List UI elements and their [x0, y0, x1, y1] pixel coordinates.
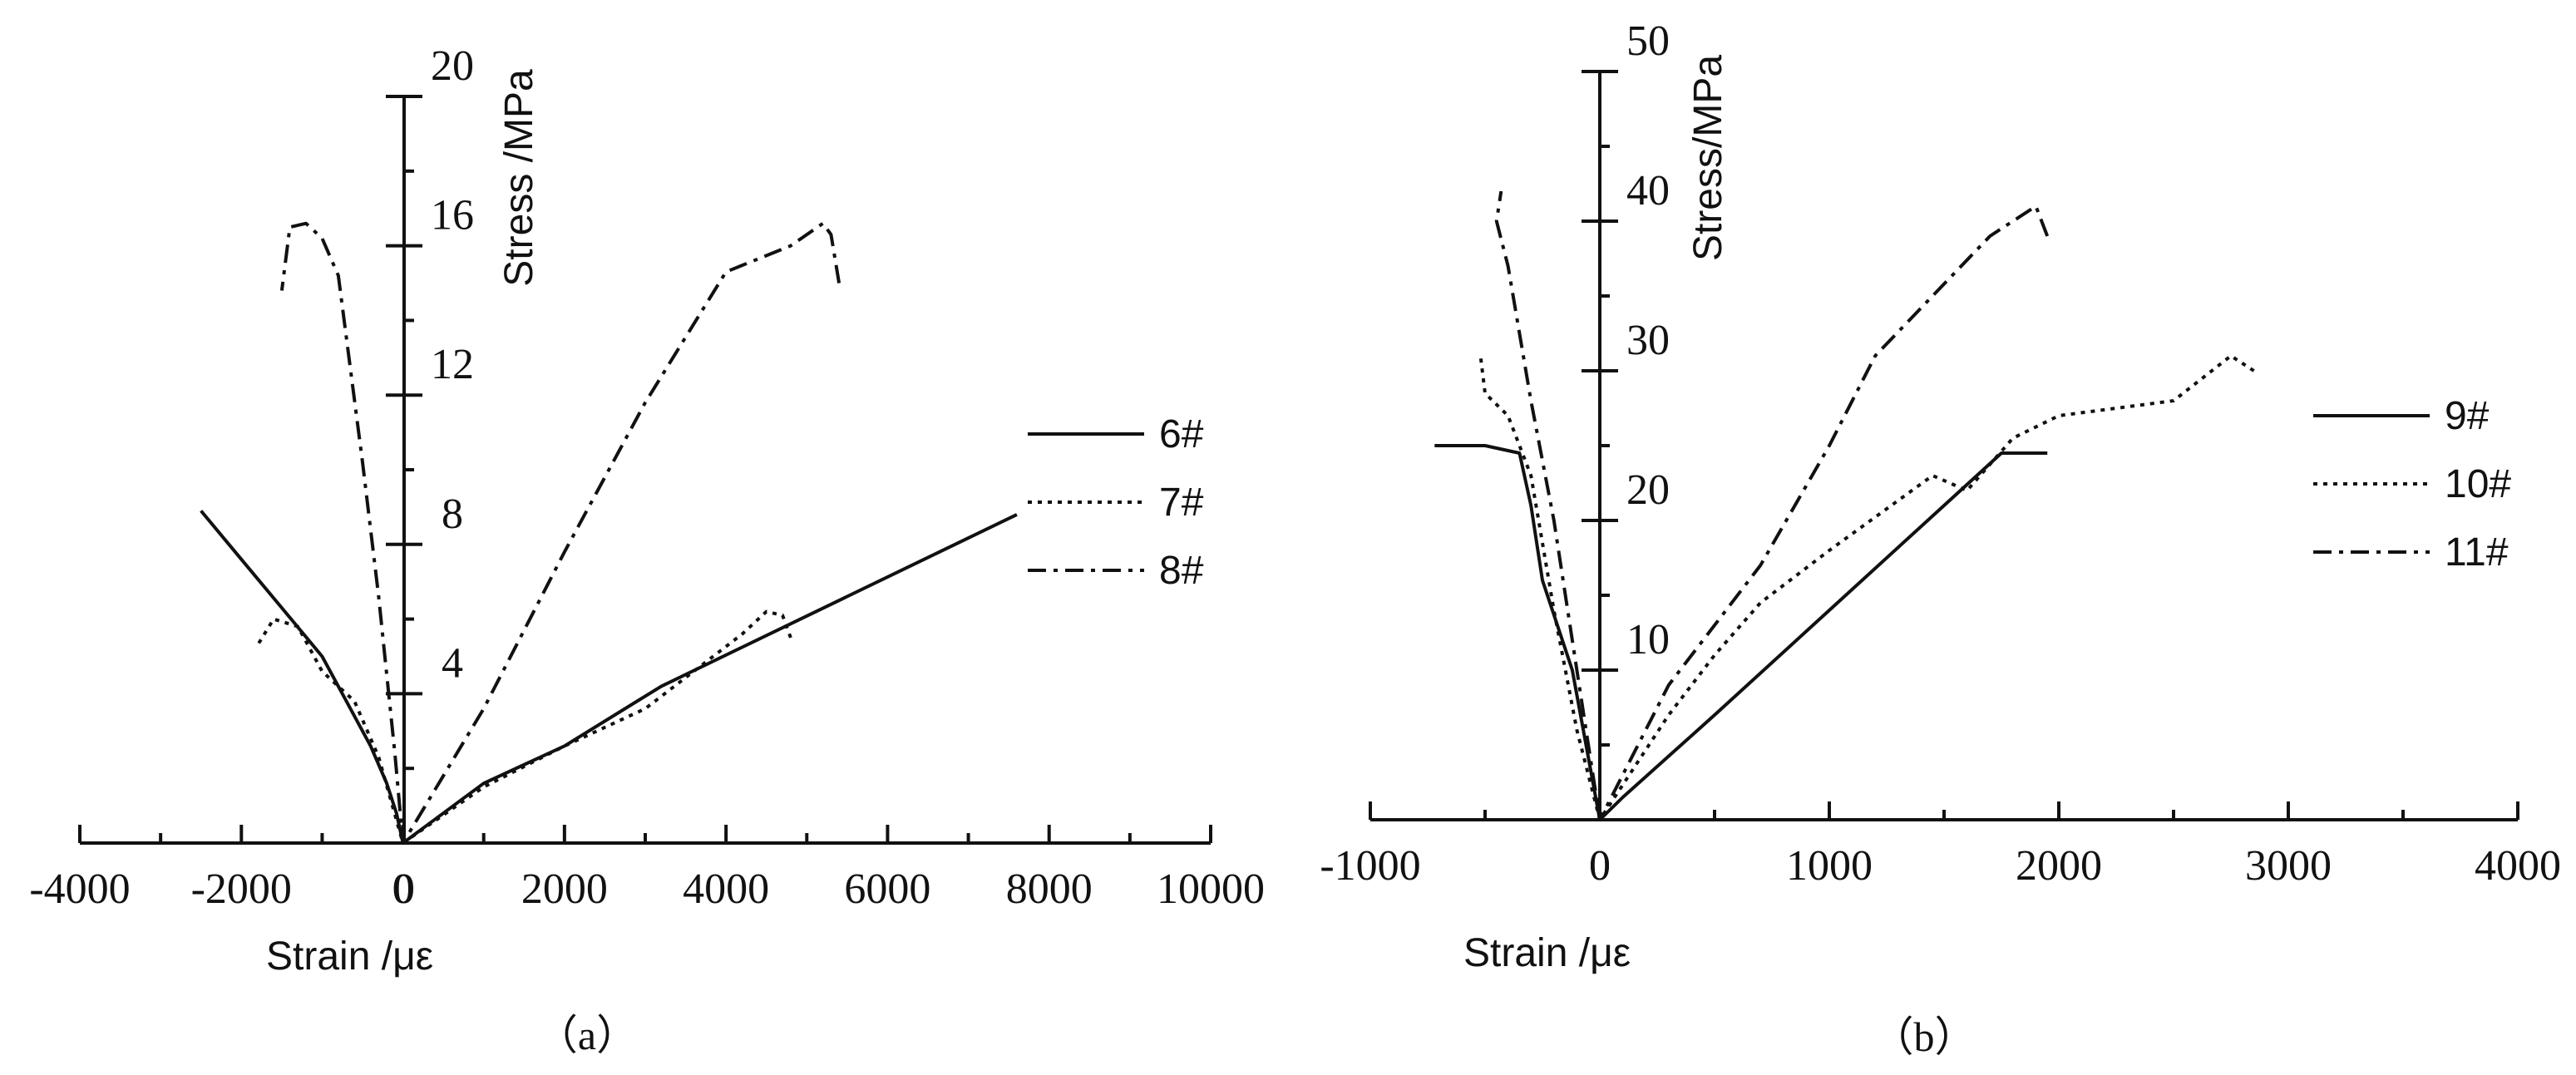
- origin-tick-label: 0: [393, 865, 415, 913]
- chart-panel-a: -4000 -2000 0 2000 4000 6000 8000 10000 4 8 12 16 20…: [29, 42, 1265, 1058]
- y-tick-label: 10: [1626, 616, 1670, 663]
- legend-label: 11#: [2445, 530, 2509, 574]
- series-line-11: [1494, 190, 2050, 821]
- x-tick-label: -4000: [29, 865, 130, 913]
- x-tick-label: -2000: [191, 865, 292, 913]
- x-tick-label: 10000: [1157, 865, 1265, 913]
- legend-label: 6#: [1159, 412, 1204, 456]
- panel-caption: （a）: [536, 1012, 638, 1058]
- x-tick-label: 4000: [2475, 842, 2561, 890]
- y-tick-label: 4: [442, 639, 463, 687]
- x-tick-label: 8000: [1006, 865, 1093, 913]
- legend-label: 7#: [1159, 481, 1204, 525]
- series-line-9: [1434, 444, 2048, 821]
- series-line-8: [279, 221, 841, 845]
- y-axis-label: Stress/MPa: [1686, 55, 1730, 261]
- series-line-6: [200, 510, 1018, 845]
- legend-label: 8#: [1159, 549, 1204, 593]
- legend-label: 9#: [2445, 394, 2490, 438]
- x-tick-label: 0: [1589, 842, 1611, 890]
- x-tick-label: 4000: [683, 865, 769, 913]
- y-tick-label: 8: [442, 491, 463, 538]
- x-tick-label: -1000: [1320, 842, 1420, 890]
- y-tick-label: 12: [431, 341, 474, 388]
- y-tick-label: 30: [1626, 317, 1670, 364]
- x-tick-label: 3000: [2245, 842, 2332, 890]
- x-axis-label: Strain /με: [266, 934, 433, 979]
- legend-label: 10#: [2445, 462, 2511, 506]
- origin-tick-label: 0: [1589, 842, 1611, 890]
- y-tick-label: 50: [1626, 17, 1670, 65]
- series-line-7: [255, 609, 792, 845]
- x-tick-label: 1000: [1786, 842, 1873, 890]
- y-axis-label: Stress /MPa: [497, 69, 541, 287]
- y-tick-label: 20: [1626, 466, 1670, 514]
- series-line-10: [1478, 354, 2255, 821]
- y-tick-label: 20: [431, 42, 474, 90]
- panel-caption: （b）: [1873, 1013, 1976, 1060]
- y-tick-label: 16: [431, 192, 474, 239]
- y-tick-label: 40: [1626, 167, 1670, 215]
- x-tick-label: 6000: [844, 865, 930, 913]
- x-axis-label: Strain /με: [1463, 931, 1631, 975]
- x-tick-label: 0: [392, 865, 414, 913]
- chart-panel-b: -1000 0 1000 2000 3000 400010203040500Strain …: [1320, 17, 2561, 1060]
- x-tick-label: 2000: [521, 865, 608, 913]
- x-tick-label: 2000: [2016, 842, 2102, 890]
